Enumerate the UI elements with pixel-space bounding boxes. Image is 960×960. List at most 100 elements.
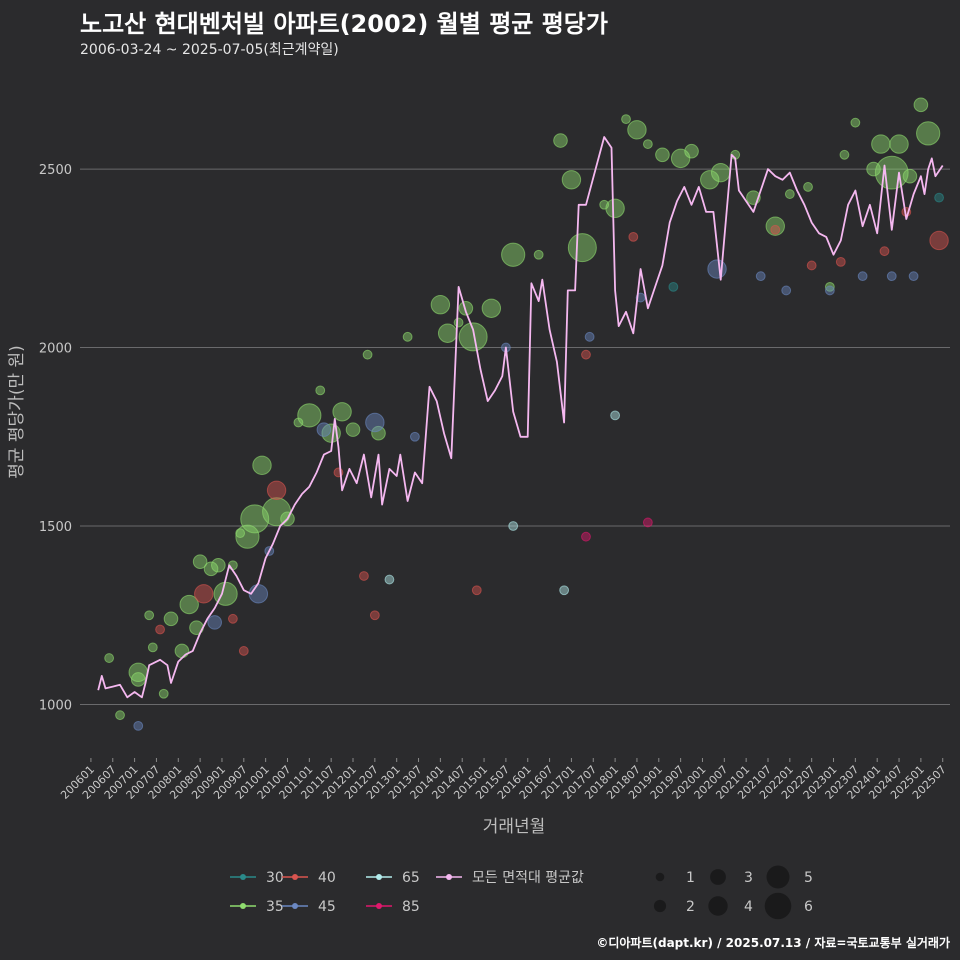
bubble-point [642, 139, 653, 149]
bubble-point [266, 480, 287, 501]
legend-label: 35 [266, 899, 284, 915]
bubble-point [781, 285, 792, 296]
bubble-point [315, 385, 326, 396]
bubble-point [902, 168, 918, 184]
bubble-point [879, 246, 890, 257]
bubble-point [605, 198, 625, 219]
bubble-point [584, 331, 595, 342]
y-tick-label: 1500 [39, 520, 72, 535]
bubble-point [850, 117, 861, 128]
chart-title: 노고산 현대벤처빌 아파트(2002) 월별 평균 평당가 [80, 10, 608, 38]
bubble-point [227, 613, 238, 624]
bubble-point [628, 231, 639, 242]
bubble-point [913, 97, 929, 113]
legend-size-circle [766, 865, 790, 889]
bubble-point [437, 323, 458, 343]
bubble-point [194, 584, 214, 604]
bubble-point [610, 410, 621, 421]
bubble-point [458, 300, 474, 316]
bubble-point [174, 643, 190, 659]
bubble-point [929, 230, 949, 251]
bubble-point [710, 162, 731, 183]
bubble-point [668, 281, 679, 292]
bubble-point [871, 134, 891, 154]
legend-size-circle [655, 872, 665, 882]
legend-label: 45 [318, 899, 336, 915]
bubble-point [684, 143, 699, 159]
bubble-point [561, 170, 582, 190]
bubble-point [365, 412, 385, 433]
bubble-point [501, 242, 526, 267]
legend-key-dot [376, 903, 382, 909]
bubble-point [133, 720, 144, 731]
bubble-point [158, 688, 169, 699]
legend-label: 3 [744, 870, 753, 886]
bubble-point [369, 610, 380, 621]
bubble-point [784, 189, 795, 199]
bubble-point [203, 561, 219, 577]
bubble-point [453, 317, 464, 328]
legend-key-dot [376, 874, 382, 880]
y-axis-title: 평균 평당가(만 원) [7, 345, 27, 479]
bubble-point [857, 271, 868, 282]
bubble-point [581, 349, 591, 360]
bubble-point [144, 610, 155, 621]
bubble-point [655, 147, 670, 163]
bubble-point [115, 710, 125, 721]
legend-label: 40 [318, 870, 336, 886]
bubble-point [700, 170, 720, 190]
bubble-point [839, 149, 850, 160]
bubble-point [211, 557, 226, 573]
bubble-point [458, 322, 488, 352]
legend-label: 65 [402, 870, 420, 886]
bubble-point [908, 271, 919, 282]
bubble-point [147, 642, 158, 653]
bubble-point [130, 672, 146, 687]
bubble-point [824, 285, 835, 296]
legend-label: 4 [744, 899, 753, 915]
bubble-point [371, 425, 386, 441]
bubble-point [481, 298, 502, 318]
bubble-point [297, 403, 322, 428]
bubble-point [471, 585, 482, 596]
average-line-series [97, 136, 944, 699]
legend-key-dot [240, 903, 246, 909]
legend-label: 85 [402, 899, 420, 915]
bubble-point [238, 646, 249, 656]
bubble-point [179, 594, 199, 615]
bubble-point [155, 624, 165, 635]
bubble-point [316, 422, 332, 437]
bubble-point [104, 653, 115, 663]
bubble-point [934, 192, 944, 203]
legend-label: 6 [804, 899, 813, 915]
legend-label: 30 [266, 870, 284, 886]
bubble-point [824, 281, 835, 292]
bubble-point [409, 431, 420, 442]
legend-size-circle [710, 869, 726, 885]
x-axis-ticks: 2006012006072007012007072008012008072009… [58, 758, 949, 802]
bubble-point [889, 134, 909, 154]
bubble-point [402, 331, 413, 342]
bubble-point [163, 611, 179, 627]
chart-subtitle: 2006-03-24 ~ 2025-07-05(최근계약일) [80, 42, 339, 58]
bubble-point [559, 585, 570, 596]
y-tick-label: 2000 [39, 342, 72, 357]
bubble-point [332, 402, 352, 422]
bubble-point [581, 531, 591, 542]
bubble-point [621, 114, 631, 125]
bubble-point [916, 121, 941, 146]
x-axis-title: 거래년월 [483, 817, 546, 837]
bubble-point [240, 504, 270, 534]
bubble-point [533, 249, 544, 260]
legend-key-dot [292, 903, 298, 909]
average-line [97, 136, 944, 699]
bubble-point [192, 554, 208, 569]
bubble-point [886, 271, 897, 282]
legend-key-dot [240, 874, 246, 880]
bubble-point [806, 260, 817, 271]
bubble-point [770, 224, 781, 235]
bubble-point [384, 574, 395, 585]
legend-key-dot [446, 874, 452, 880]
